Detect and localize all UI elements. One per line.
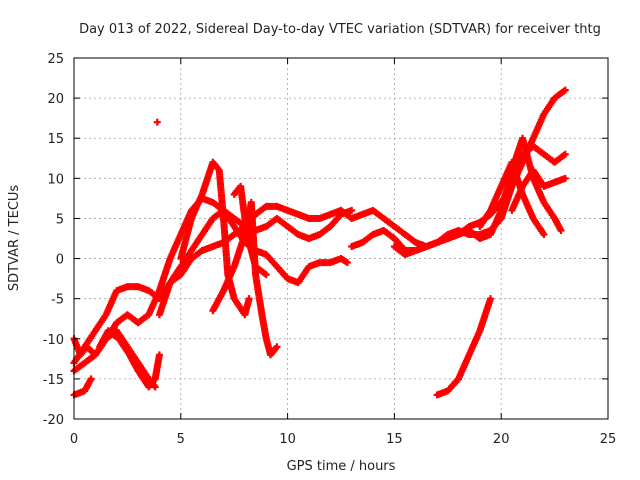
x-axis-label: GPS time / hours <box>287 459 396 474</box>
series-arc-15 <box>433 295 495 399</box>
data-point <box>561 86 569 94</box>
y-tick-label: -10 <box>43 333 64 348</box>
data-point <box>151 383 159 391</box>
y-tick-label: 5 <box>56 212 64 227</box>
data-point <box>561 150 569 158</box>
data-point <box>262 271 270 279</box>
data-point <box>273 343 281 351</box>
axis-ticks: 0 5 10 15 20 25 -20 -15 -10 -5 0 5 10 15 20 25 <box>43 52 617 447</box>
data-point <box>561 174 569 182</box>
y-tick-label: 25 <box>47 52 64 67</box>
data-point <box>87 375 95 383</box>
data-point <box>343 259 351 267</box>
series-arc-14 <box>508 166 569 214</box>
x-tick-label: 15 <box>386 432 403 447</box>
data-point <box>540 230 548 238</box>
data-point <box>487 295 495 303</box>
series-arc-13 <box>476 158 548 238</box>
y-tick-label: 15 <box>47 132 64 147</box>
data-point <box>153 118 161 126</box>
data-point <box>155 351 163 359</box>
y-tick-label: -5 <box>51 293 64 308</box>
data-point <box>557 226 565 234</box>
x-tick-label: 25 <box>600 432 617 447</box>
y-tick-label: 0 <box>56 253 64 268</box>
grid <box>74 58 608 419</box>
data-point <box>245 295 253 303</box>
series-arc-7 <box>177 158 253 319</box>
x-tick-label: 0 <box>70 432 78 447</box>
series-arc-4 <box>70 375 95 399</box>
series-arc-5 <box>96 327 163 391</box>
y-axis-label: SDTVAR / TECUs <box>7 185 22 292</box>
series-outlier <box>153 118 161 126</box>
y-tick-label: -15 <box>43 373 64 388</box>
data-point <box>348 206 356 214</box>
x-tick-label: 20 <box>493 432 510 447</box>
y-tick-label: -20 <box>43 413 64 428</box>
x-tick-label: 5 <box>177 432 185 447</box>
y-tick-label: 10 <box>47 172 64 187</box>
series-arc-2 <box>70 202 345 367</box>
data-marks <box>70 86 569 399</box>
chart-title: Day 013 of 2022, Sidereal Day-to-day VTE… <box>79 22 601 37</box>
x-tick-label: 10 <box>279 432 296 447</box>
plot-frame <box>73 57 609 420</box>
y-tick-label: 20 <box>47 92 64 107</box>
series-arc-9 <box>230 182 270 279</box>
